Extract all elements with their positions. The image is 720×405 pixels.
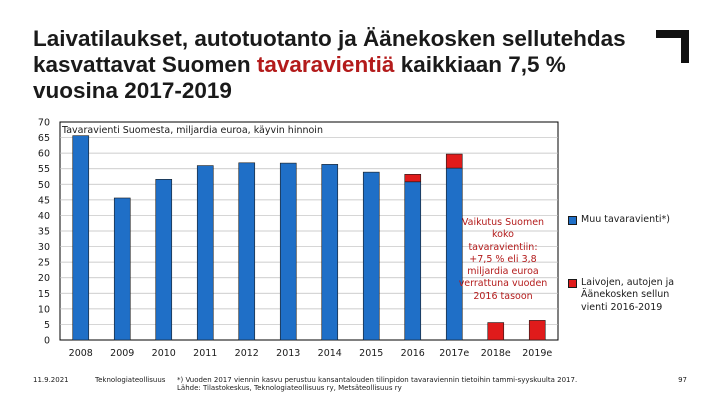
- legend-swatch-red: [568, 279, 577, 288]
- x-tick-label: 2010: [152, 348, 176, 359]
- footer-note1: *) Vuoden 2017 viennin kasvu perustuu ka…: [177, 376, 578, 384]
- bar-muu-2014: [321, 164, 339, 341]
- x-tick-label: 2012: [235, 348, 259, 359]
- x-tick-label: 2019e: [522, 348, 552, 359]
- footer-note2: Lähde: Tilastokeskus, Teknologiateollisu…: [177, 384, 402, 392]
- legend-item-muu: Muu tavaravienti*): [568, 214, 691, 226]
- bar-muu-2013: [279, 162, 297, 341]
- x-tick-label: 2008: [69, 348, 93, 359]
- x-tick-label: 2017e: [439, 348, 469, 359]
- legend-label-laivat: Laivojen, autojen ja Äänekosken sellun v…: [581, 277, 675, 313]
- y-tick-label: 35: [38, 227, 50, 238]
- bar-muu-2008: [72, 135, 90, 341]
- logo-icon: [656, 30, 689, 63]
- y-tick-label: 25: [38, 258, 50, 269]
- x-tick-label: 2018e: [481, 348, 511, 359]
- footer-org: Teknologiateollisuus: [95, 376, 166, 384]
- page-title: Laivatilaukset, autotuotanto ja Äänekosk…: [33, 26, 633, 104]
- y-tick-label: 45: [38, 195, 50, 206]
- x-tick-label: 2014: [318, 348, 342, 359]
- y-tick-label: 30: [38, 242, 50, 253]
- x-tick-label: 2011: [193, 348, 217, 359]
- y-tick-label: 40: [38, 211, 50, 222]
- legend-item-laivat: Laivojen, autojen ja Äänekosken sellun v…: [568, 277, 691, 314]
- bar-muu-2016: [404, 181, 422, 341]
- y-tick-label: 70: [38, 118, 50, 129]
- bar-laivat-2018e: [487, 322, 505, 341]
- bar-laivat-2016: [404, 174, 422, 183]
- bar-muu-2010: [155, 179, 173, 341]
- x-tick-label: 2015: [359, 348, 383, 359]
- footer-note: *) Vuoden 2017 viennin kasvu perustuu ka…: [177, 376, 577, 392]
- y-tick-label: 65: [38, 133, 50, 144]
- bar-laivat-2017e: [445, 153, 463, 169]
- bar-muu-2015: [362, 171, 380, 341]
- bar-muu-2009: [113, 197, 131, 341]
- x-tick-label: 2013: [276, 348, 300, 359]
- y-tick-label: 10: [38, 304, 50, 315]
- y-tick-label: 0: [44, 336, 50, 347]
- legend-swatch-blue: [568, 216, 577, 225]
- legend-label-muu: Muu tavaravienti*): [581, 214, 670, 225]
- page-number: 97: [678, 376, 687, 384]
- bar-muu-2012: [238, 162, 256, 341]
- bar-muu-2011: [196, 165, 214, 341]
- chart-annotation: Vaikutus Suomen koko tavaravientiin: +7,…: [458, 217, 548, 302]
- x-tick-label: 2016: [401, 348, 425, 359]
- x-tick-label: 2009: [110, 348, 134, 359]
- bar-laivat-2019e: [528, 320, 546, 341]
- y-tick-label: 50: [38, 180, 50, 191]
- y-tick-label: 15: [38, 289, 50, 300]
- title-part1: Laivatilaukset, autotuotanto ja Äänekosk…: [33, 26, 626, 77]
- footer-date: 11.9.2021: [33, 376, 69, 384]
- y-tick-label: 5: [44, 320, 50, 331]
- chart-subtitle: Tavaravienti Suomesta, miljardia euroa, …: [62, 125, 323, 136]
- y-tick-label: 20: [38, 273, 50, 284]
- y-tick-label: 60: [38, 149, 50, 160]
- y-tick-label: 55: [38, 164, 50, 175]
- title-part2: kaikkiaan 7,5 % vuosina 2017-2019: [33, 52, 566, 103]
- title-accent: tavaravientiä: [256, 52, 395, 77]
